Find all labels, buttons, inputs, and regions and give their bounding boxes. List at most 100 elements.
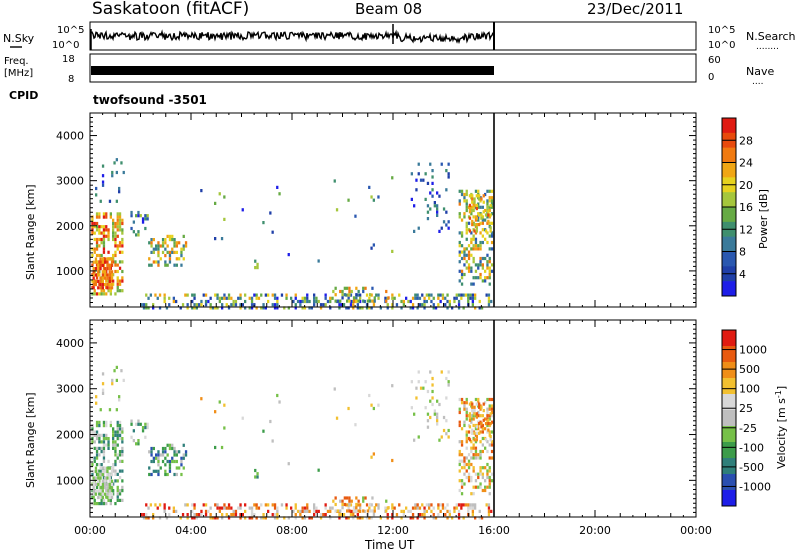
power-cell xyxy=(477,215,480,219)
velocity-cell xyxy=(315,509,318,513)
velocity-cell xyxy=(175,509,178,513)
power-cell xyxy=(175,299,178,304)
power-cell xyxy=(457,293,461,297)
velocity-cell xyxy=(221,506,224,510)
power-cell xyxy=(451,306,454,310)
velocity-cell xyxy=(163,509,166,513)
velocity-cell xyxy=(372,406,375,411)
power-cell xyxy=(446,299,449,304)
velocity-cell xyxy=(480,516,484,520)
velocity-cell xyxy=(372,452,375,456)
power-cell xyxy=(488,269,491,273)
velocity-cell xyxy=(262,513,265,517)
velocity-cell xyxy=(193,506,196,510)
velocity-cell xyxy=(413,438,416,442)
power-cell xyxy=(379,306,382,310)
velocity-cell xyxy=(278,400,281,404)
station-title: Saskatoon (fitACF) xyxy=(92,0,249,19)
velocity-cell xyxy=(474,453,478,457)
power-cell xyxy=(488,276,491,280)
velocity-cell xyxy=(227,503,231,507)
colorbar-swatch xyxy=(722,147,736,163)
power-cell xyxy=(111,174,114,178)
power-cell xyxy=(256,262,259,266)
power-cell xyxy=(94,279,98,283)
velocity-cell xyxy=(488,482,491,486)
velocity-cell xyxy=(414,506,417,510)
power-cell xyxy=(441,296,445,300)
power-cell xyxy=(471,223,474,227)
velocity-cell xyxy=(477,475,480,480)
velocity-cell xyxy=(481,430,484,434)
velocity-cell xyxy=(488,404,491,408)
power-cell xyxy=(110,276,114,280)
power-cell xyxy=(377,296,380,300)
power-cell xyxy=(250,306,254,310)
colorbar-tick-label: 24 xyxy=(739,157,753,170)
velocity-cell xyxy=(471,509,474,513)
power-cell xyxy=(465,202,468,206)
velocity-cell xyxy=(118,437,122,441)
power-cell xyxy=(489,229,492,233)
colorbar-swatch xyxy=(722,346,736,363)
power-cell xyxy=(253,303,256,307)
power-cell xyxy=(458,189,461,193)
power-cell xyxy=(359,299,362,304)
velocity-cell xyxy=(141,429,145,433)
velocity-cell xyxy=(91,482,94,486)
velocity-cell xyxy=(471,428,474,432)
y-tick-label: 3000 xyxy=(56,383,84,396)
power-cell xyxy=(402,303,405,307)
power-cell xyxy=(481,279,484,283)
velocity-cell xyxy=(484,438,488,442)
power-cell xyxy=(359,296,362,300)
freq-left-label: Freq. xyxy=(4,56,29,67)
velocity-cell xyxy=(481,436,484,441)
velocity-cell xyxy=(104,486,107,490)
velocity-cell xyxy=(104,482,107,487)
colorbar-tick-label: -500 xyxy=(739,461,764,474)
velocity-cell xyxy=(479,453,482,457)
power-cell xyxy=(98,228,101,232)
noise-left-top: 10^5 xyxy=(57,25,84,36)
power-cell xyxy=(308,299,311,304)
power-cell xyxy=(294,303,297,307)
velocity-cell xyxy=(474,449,478,454)
velocity-cell xyxy=(362,509,365,513)
power-cell xyxy=(100,292,103,296)
colorbar-swatch xyxy=(722,490,736,507)
power-cell xyxy=(221,303,224,307)
velocity-cell xyxy=(114,446,117,450)
velocity-cell xyxy=(489,412,492,416)
power-cell xyxy=(410,197,413,201)
velocity-cell xyxy=(120,369,123,373)
power-cell xyxy=(92,273,95,277)
velocity-cell xyxy=(253,513,256,517)
velocity-cell xyxy=(114,472,117,476)
velocity-cell xyxy=(95,502,99,506)
velocity-cell xyxy=(425,503,428,507)
noise-right-dots: ........ xyxy=(756,42,779,52)
velocity-cell xyxy=(292,509,295,513)
y-tick-label: 1000 xyxy=(56,474,84,487)
velocity-cell xyxy=(465,456,468,460)
power-cell xyxy=(101,263,104,267)
power-cell xyxy=(157,254,160,258)
power-cell xyxy=(425,299,428,304)
power-cell xyxy=(490,231,494,235)
velocity-cell xyxy=(438,438,441,442)
power-cell xyxy=(109,292,112,296)
velocity-cell xyxy=(417,380,420,384)
beam-title: Beam 08 xyxy=(355,0,422,18)
velocity-cell xyxy=(463,462,466,467)
velocity-cell xyxy=(191,503,194,507)
velocity-cell xyxy=(447,435,450,439)
colorbar-swatch xyxy=(722,442,736,459)
velocity-cell xyxy=(118,476,122,480)
velocity-cell xyxy=(475,431,478,435)
velocity-cell xyxy=(116,443,119,447)
power-cell xyxy=(369,293,372,297)
velocity-cell xyxy=(116,420,119,424)
velocity-cell xyxy=(479,456,482,460)
velocity-cell xyxy=(467,509,470,513)
